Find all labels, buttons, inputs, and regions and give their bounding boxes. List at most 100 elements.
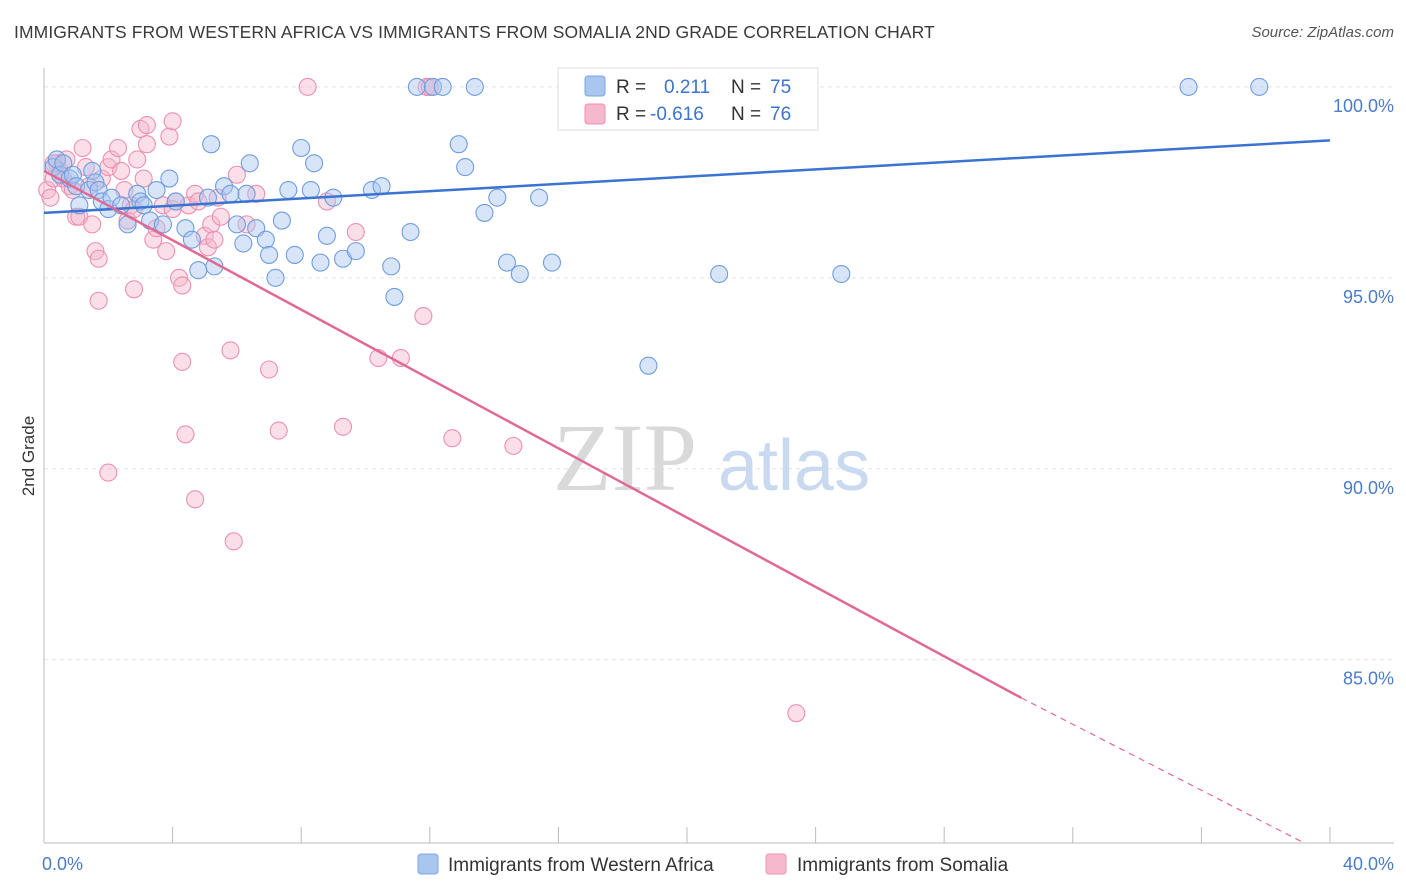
point-somalia-1 bbox=[41, 188, 60, 207]
legend-r-value-pink: -0.616 bbox=[650, 104, 704, 125]
legend-r-label-blue: R = bbox=[616, 77, 646, 98]
point-western-africa-64 bbox=[488, 188, 507, 207]
y-tick-label-1: 95.0% bbox=[1343, 287, 1394, 307]
point-somalia-71 bbox=[176, 425, 195, 444]
point-western-africa-9 bbox=[83, 161, 102, 180]
point-somalia-74 bbox=[787, 704, 806, 723]
y-tick-label-3: 85.0% bbox=[1343, 669, 1394, 689]
point-somalia-48 bbox=[221, 341, 240, 360]
point-western-africa-26 bbox=[182, 230, 201, 249]
series-legend: Immigrants from Western Africa Immigrant… bbox=[417, 853, 1009, 876]
watermark-atlas: atlas bbox=[718, 426, 870, 506]
point-western-africa-67 bbox=[530, 188, 549, 207]
point-western-africa-68 bbox=[542, 253, 562, 272]
point-somalia-21 bbox=[112, 161, 131, 180]
axes bbox=[43, 68, 1394, 844]
point-somalia-51 bbox=[247, 184, 266, 203]
point-western-africa-19 bbox=[134, 196, 153, 215]
grid-lines bbox=[44, 86, 1394, 661]
legend-n-label-pink: N = bbox=[731, 104, 761, 125]
point-western-africa-42 bbox=[279, 180, 298, 200]
point-western-africa-60 bbox=[449, 135, 468, 154]
point-western-africa-29 bbox=[202, 135, 221, 154]
point-somalia-34 bbox=[160, 127, 179, 146]
x-tick-label-0: 0.0% bbox=[42, 854, 83, 874]
legend-swatch-blue bbox=[584, 75, 606, 97]
point-western-africa-45 bbox=[301, 180, 320, 200]
point-western-africa-33 bbox=[227, 215, 246, 234]
point-somalia-54 bbox=[298, 77, 317, 96]
point-western-africa-54 bbox=[382, 257, 401, 276]
trend-lines bbox=[43, 139, 1331, 844]
point-western-africa-43 bbox=[285, 245, 304, 264]
point-western-africa-38 bbox=[256, 230, 275, 249]
point-western-africa-66 bbox=[510, 264, 529, 284]
series-legend-label-somalia: Immigrants from Somalia bbox=[797, 855, 1009, 876]
point-somalia-20 bbox=[108, 138, 127, 158]
point-somalia-41 bbox=[189, 192, 208, 211]
y-axis-title: 2nd Grade bbox=[19, 416, 38, 496]
chart-title: IMMIGRANTS FROM WESTERN AFRICA VS IMMIGR… bbox=[14, 22, 935, 42]
point-western-africa-32 bbox=[221, 184, 240, 203]
series-legend-swatch-pink bbox=[765, 853, 787, 875]
point-western-africa-28 bbox=[198, 188, 218, 207]
point-somalia-44 bbox=[202, 215, 221, 234]
point-western-africa-34 bbox=[234, 234, 253, 253]
point-western-africa-41 bbox=[272, 211, 291, 230]
point-somalia-72 bbox=[186, 490, 205, 509]
point-somalia-49 bbox=[227, 165, 246, 184]
y-tick-label-0: 100.0% bbox=[1333, 96, 1394, 116]
point-western-africa-75 bbox=[1179, 77, 1198, 96]
series-legend-swatch-blue bbox=[417, 853, 439, 875]
point-western-africa-44 bbox=[292, 138, 311, 158]
point-western-africa-56 bbox=[401, 222, 420, 242]
watermark: ZIP atlas bbox=[553, 404, 870, 511]
point-western-africa-36 bbox=[240, 154, 259, 173]
point-somalia-11 bbox=[73, 138, 92, 158]
point-somalia-57 bbox=[346, 222, 365, 242]
point-somalia-45 bbox=[205, 230, 224, 249]
point-western-africa-62 bbox=[465, 77, 484, 96]
x-tick-label-1: 40.0% bbox=[1343, 854, 1394, 874]
point-somalia-52 bbox=[259, 360, 279, 379]
point-somalia-66 bbox=[99, 463, 118, 482]
point-somalia-50 bbox=[237, 215, 256, 234]
point-western-africa-51 bbox=[346, 242, 365, 261]
point-western-africa-46 bbox=[305, 154, 324, 173]
point-western-africa-70 bbox=[639, 356, 658, 375]
point-western-africa-59 bbox=[433, 77, 452, 96]
point-western-africa-53 bbox=[372, 177, 391, 196]
legend-r-label-pink: R = bbox=[616, 104, 646, 125]
trend-line-western-africa bbox=[43, 139, 1331, 215]
point-western-africa-47 bbox=[311, 253, 330, 272]
series-legend-label-western-africa: Immigrants from Western Africa bbox=[448, 855, 714, 876]
point-somalia-33 bbox=[157, 242, 176, 261]
point-western-africa-76 bbox=[1250, 77, 1269, 96]
point-western-africa-74 bbox=[832, 264, 851, 284]
point-somalia-29 bbox=[137, 135, 156, 154]
point-somalia-43 bbox=[198, 238, 218, 257]
point-western-africa-27 bbox=[189, 261, 208, 280]
source-credit: Source: ZipAtlas.com bbox=[1251, 24, 1394, 41]
legend-n-value-pink: 76 bbox=[770, 104, 791, 125]
point-somalia-70 bbox=[173, 352, 192, 371]
point-somalia-68 bbox=[137, 116, 156, 135]
point-somalia-56 bbox=[333, 417, 353, 436]
point-western-africa-40 bbox=[266, 268, 285, 287]
point-western-africa-61 bbox=[456, 158, 475, 177]
point-somalia-14 bbox=[83, 215, 102, 234]
point-western-africa-55 bbox=[385, 287, 404, 306]
point-western-africa-35 bbox=[237, 184, 256, 203]
point-western-africa-25 bbox=[176, 219, 195, 238]
trend-line-somalia-extension bbox=[1021, 697, 1305, 844]
series-western-africa-points bbox=[44, 77, 1269, 375]
point-somalia-65 bbox=[89, 291, 108, 310]
point-somalia-38 bbox=[173, 276, 192, 295]
legend-r-value-blue: 0.211 bbox=[664, 77, 710, 98]
point-western-africa-58 bbox=[423, 77, 443, 96]
legend-swatch-pink bbox=[584, 103, 606, 125]
point-somalia-53 bbox=[269, 421, 288, 440]
series-somalia-points bbox=[38, 77, 806, 723]
point-western-africa-48 bbox=[317, 226, 336, 245]
